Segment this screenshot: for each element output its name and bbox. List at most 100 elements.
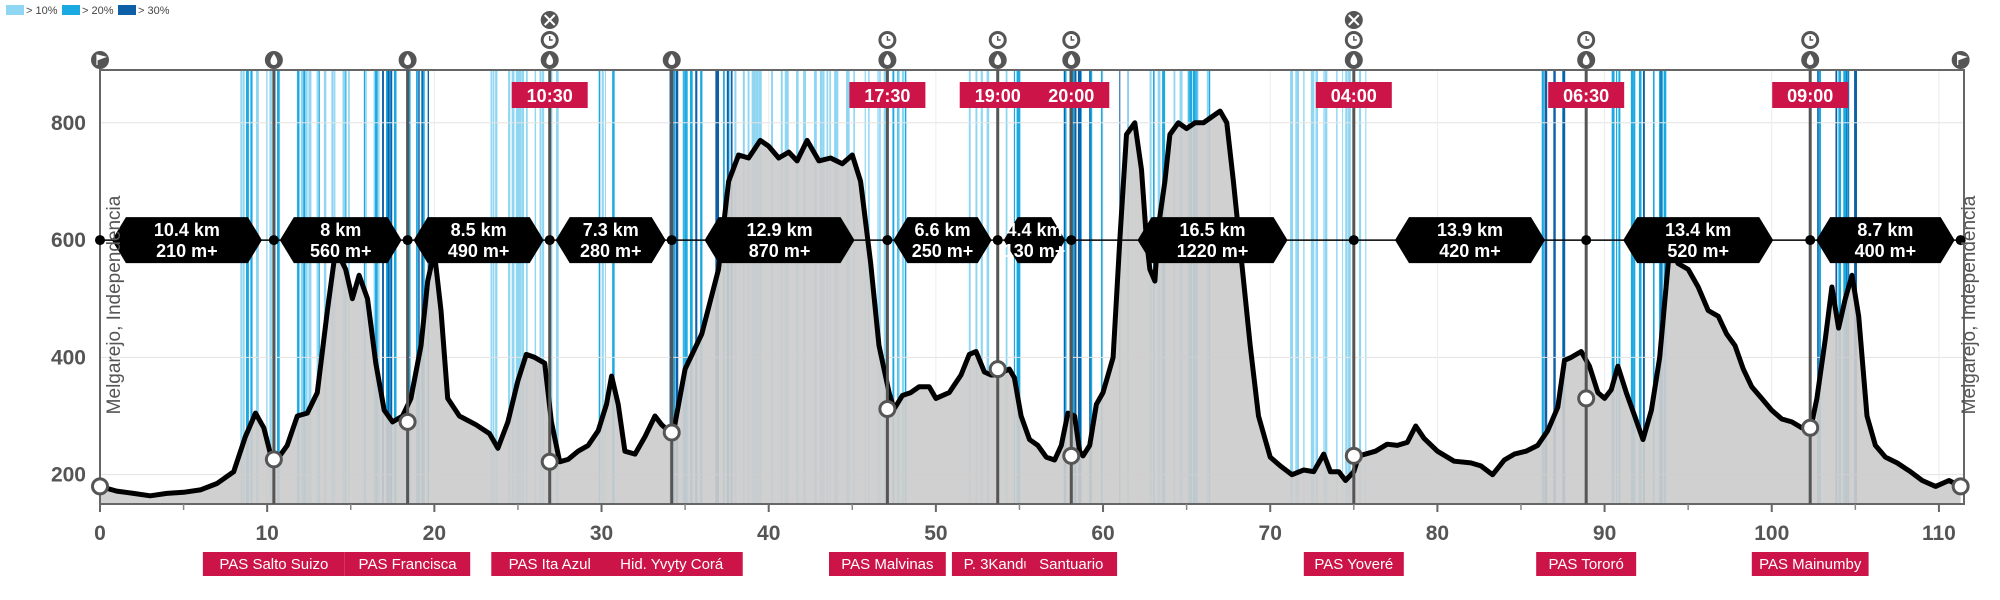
segment-badge — [1394, 217, 1545, 264]
segment-node — [95, 235, 105, 246]
segment-node — [882, 235, 893, 246]
segment-distance: 16.5 km — [1180, 220, 1246, 240]
x-tick-label: 40 — [757, 522, 780, 545]
cutoff-time: 19:00 — [975, 86, 1021, 106]
food-icon — [1344, 11, 1363, 29]
x-tick-label: 50 — [924, 522, 947, 545]
segment-distance: 8.5 km — [451, 220, 507, 240]
elevation-fill — [100, 111, 1961, 504]
segment-climb: 130 m+ — [1004, 241, 1066, 261]
x-tick-label: 30 — [590, 522, 613, 545]
flag-icon — [1951, 51, 1970, 69]
x-tick-label: 20 — [423, 522, 446, 545]
start-location-label: Melgarejo, Independencia — [104, 195, 125, 414]
water-icon — [1344, 51, 1363, 69]
segment-climb: 420 m+ — [1439, 241, 1501, 261]
segment-distance: 8 km — [320, 220, 361, 240]
aid-station-label: PAS Malvinas — [828, 552, 946, 576]
cutoff-badge — [511, 82, 588, 108]
svg-text:PAS Francisca: PAS Francisca — [359, 556, 458, 573]
clock-icon — [540, 31, 559, 49]
aid-station-label: PAS Salto Suizo — [202, 552, 345, 576]
clock-icon — [1577, 31, 1596, 49]
profile-marker — [988, 360, 1007, 379]
svg-text:P. 3Kandú: P. 3Kandú — [964, 556, 1032, 573]
segment-badge — [555, 217, 666, 264]
segment-climb: 210 m+ — [156, 241, 218, 261]
y-tick-label: 600 — [51, 229, 86, 252]
legend-label: > 10% — [26, 5, 58, 17]
y-tick-label: 200 — [51, 464, 86, 487]
x-tick-label: 10 — [255, 522, 278, 545]
x-tick-label: 100 — [1754, 522, 1789, 545]
segment-badge — [1816, 217, 1955, 264]
segment-node — [1581, 235, 1592, 246]
segment-badge — [704, 217, 855, 264]
x-tick-label: 0 — [94, 522, 106, 545]
aid-station-label: PAS Tororó — [1536, 552, 1637, 576]
cutoff-badge — [1033, 82, 1110, 108]
clock-icon — [1062, 31, 1081, 49]
profile-marker — [1577, 389, 1596, 408]
segment-climb: 280 m+ — [580, 241, 642, 261]
segment-climb: 870 m+ — [749, 241, 811, 261]
cutoff-badge — [959, 82, 1036, 108]
aid-station-label: PAS Ita Azul — [491, 552, 609, 576]
water-icon — [398, 51, 417, 69]
segment-climb: 560 m+ — [310, 241, 372, 261]
segment-badge — [111, 217, 262, 264]
clock-icon — [878, 31, 897, 49]
legend-swatch — [6, 5, 24, 15]
legend-swatch — [118, 5, 136, 15]
segment-badge — [1623, 217, 1774, 264]
plot-frame — [99, 69, 1965, 505]
cutoff-time: 09:00 — [1787, 86, 1833, 106]
legend-label: > 30% — [138, 5, 170, 17]
segment-distance: 12.9 km — [747, 220, 813, 240]
segment-node — [544, 235, 555, 246]
profile-marker — [878, 399, 897, 418]
water-icon — [1801, 51, 1820, 69]
segment-badge — [893, 217, 992, 264]
water-icon — [988, 51, 1007, 69]
segment-badge — [413, 217, 544, 264]
profile-marker — [264, 450, 283, 469]
segment-climb: 250 m+ — [912, 241, 974, 261]
svg-text:PAS Ita Azul: PAS Ita Azul — [509, 556, 591, 573]
axes: 0 10 20 30 40 50 60 70 80 90 100 110 200 400 600 800 — [51, 69, 1965, 545]
segment-node — [666, 235, 677, 246]
water-icon — [1577, 51, 1596, 69]
segment-node — [1348, 235, 1359, 246]
svg-text:PAS Malvinas: PAS Malvinas — [841, 556, 933, 573]
cutoff-time: 10:30 — [527, 86, 573, 106]
profile-marker — [540, 452, 559, 471]
segment-distance: 8.7 km — [1857, 220, 1913, 240]
cutoff-time: 17:30 — [864, 86, 910, 106]
legend-swatch — [62, 5, 80, 15]
end-location-label: Melgarejo, Independencia — [1959, 195, 1980, 414]
profile-marker — [1062, 446, 1081, 465]
water-icon — [662, 51, 681, 69]
segment-distance: 4.4 km — [1006, 220, 1062, 240]
segment-climb: 490 m+ — [448, 241, 510, 261]
segment-badge — [1137, 217, 1288, 264]
profile-marker — [398, 412, 417, 431]
segment-node — [1805, 235, 1816, 246]
svg-text:PAS Tororó: PAS Tororó — [1549, 556, 1624, 573]
segment-node — [402, 235, 413, 246]
segment-node — [992, 235, 1003, 246]
segment-badge — [1003, 217, 1066, 264]
cutoff-badge — [1315, 82, 1392, 108]
segment-node — [1066, 235, 1077, 246]
aid-station-label: PAS Francisca — [345, 552, 471, 576]
segment-distance: 6.6 km — [915, 220, 971, 240]
aid-station-label: Hid. Yvyty Corá — [600, 552, 743, 576]
x-tick-label: 110 — [1922, 522, 1956, 545]
cutoff-time: 06:30 — [1563, 86, 1609, 106]
gradient-legend: > 10% > 20% > 30% — [6, 5, 170, 17]
profile-marker — [662, 423, 681, 442]
profile-marker — [1801, 418, 1820, 437]
food-icon — [540, 11, 559, 29]
svg-text:PAS Mainumby: PAS Mainumby — [1759, 556, 1862, 573]
